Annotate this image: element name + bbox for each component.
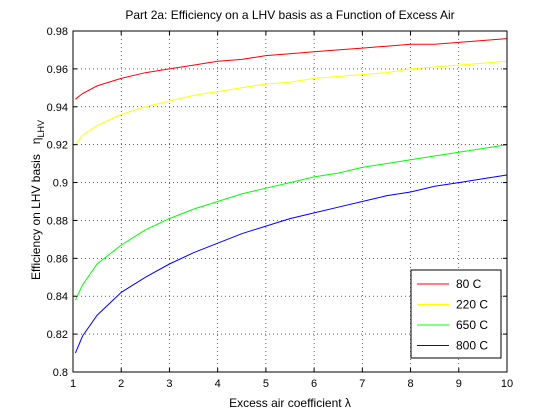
y-axis-label-subscript: LHV: [36, 120, 46, 138]
x-tick-labels: 1 2 3 4 5 6 7 8 9 10: [70, 378, 513, 390]
x-tick-label: 7: [359, 378, 365, 390]
y-tick-label: 0.84: [47, 291, 68, 303]
y-tick-label: 0.8: [53, 367, 68, 379]
x-tick-label: 5: [263, 378, 269, 390]
series-line-1: [75, 38, 508, 100]
plot-frame: [72, 30, 508, 373]
legend-label: 800 C: [456, 339, 488, 353]
y-axis-label-text: Efficiency on LHV basis: [29, 154, 43, 280]
series-line-3: [74, 144, 508, 301]
ticks: [72, 30, 508, 373]
y-tick-label: 0.86: [47, 253, 68, 265]
y-tick-label: 0.94: [47, 102, 68, 114]
legend-box: [410, 269, 502, 359]
legend: 80 C 220 C 650 C 800 C: [410, 269, 502, 359]
x-tick-label: 10: [501, 378, 513, 390]
y-tick-label: 0.92: [47, 140, 68, 152]
chart-title: Part 2a: Efficiency on a LHV basis as a …: [125, 8, 454, 22]
y-tick-label: 0.82: [47, 329, 68, 341]
series-line-4: [74, 174, 508, 354]
series-line-2: [75, 60, 508, 146]
x-tick-label: 6: [311, 378, 317, 390]
x-tick-label: 2: [118, 378, 124, 390]
y-tick-label: 0.96: [47, 64, 68, 76]
y-tick-label: 0.88: [47, 215, 68, 227]
y-tick-label: 0.9: [53, 178, 68, 190]
legend-label: 80 C: [456, 277, 482, 291]
x-tick-label: 1: [70, 378, 76, 390]
legend-label: 650 C: [456, 318, 488, 332]
legend-label: 220 C: [456, 298, 488, 312]
y-tick-labels: 0.8 0.82 0.84 0.86 0.88 0.9 0.92 0.94 0.96 0.98: [47, 26, 68, 379]
y-axis-label-symbol: η: [29, 137, 43, 144]
series-group: [74, 38, 508, 354]
x-tick-label: 4: [215, 378, 221, 390]
y-axis-label: Efficiency on LHV basis ηLHV: [29, 120, 46, 280]
x-tick-label: 9: [456, 378, 462, 390]
y-tick-label: 0.98: [47, 26, 68, 38]
x-tick-label: 8: [407, 378, 413, 390]
x-tick-label: 3: [166, 378, 172, 390]
x-axis-label: Excess air coefficient λ: [229, 396, 351, 410]
